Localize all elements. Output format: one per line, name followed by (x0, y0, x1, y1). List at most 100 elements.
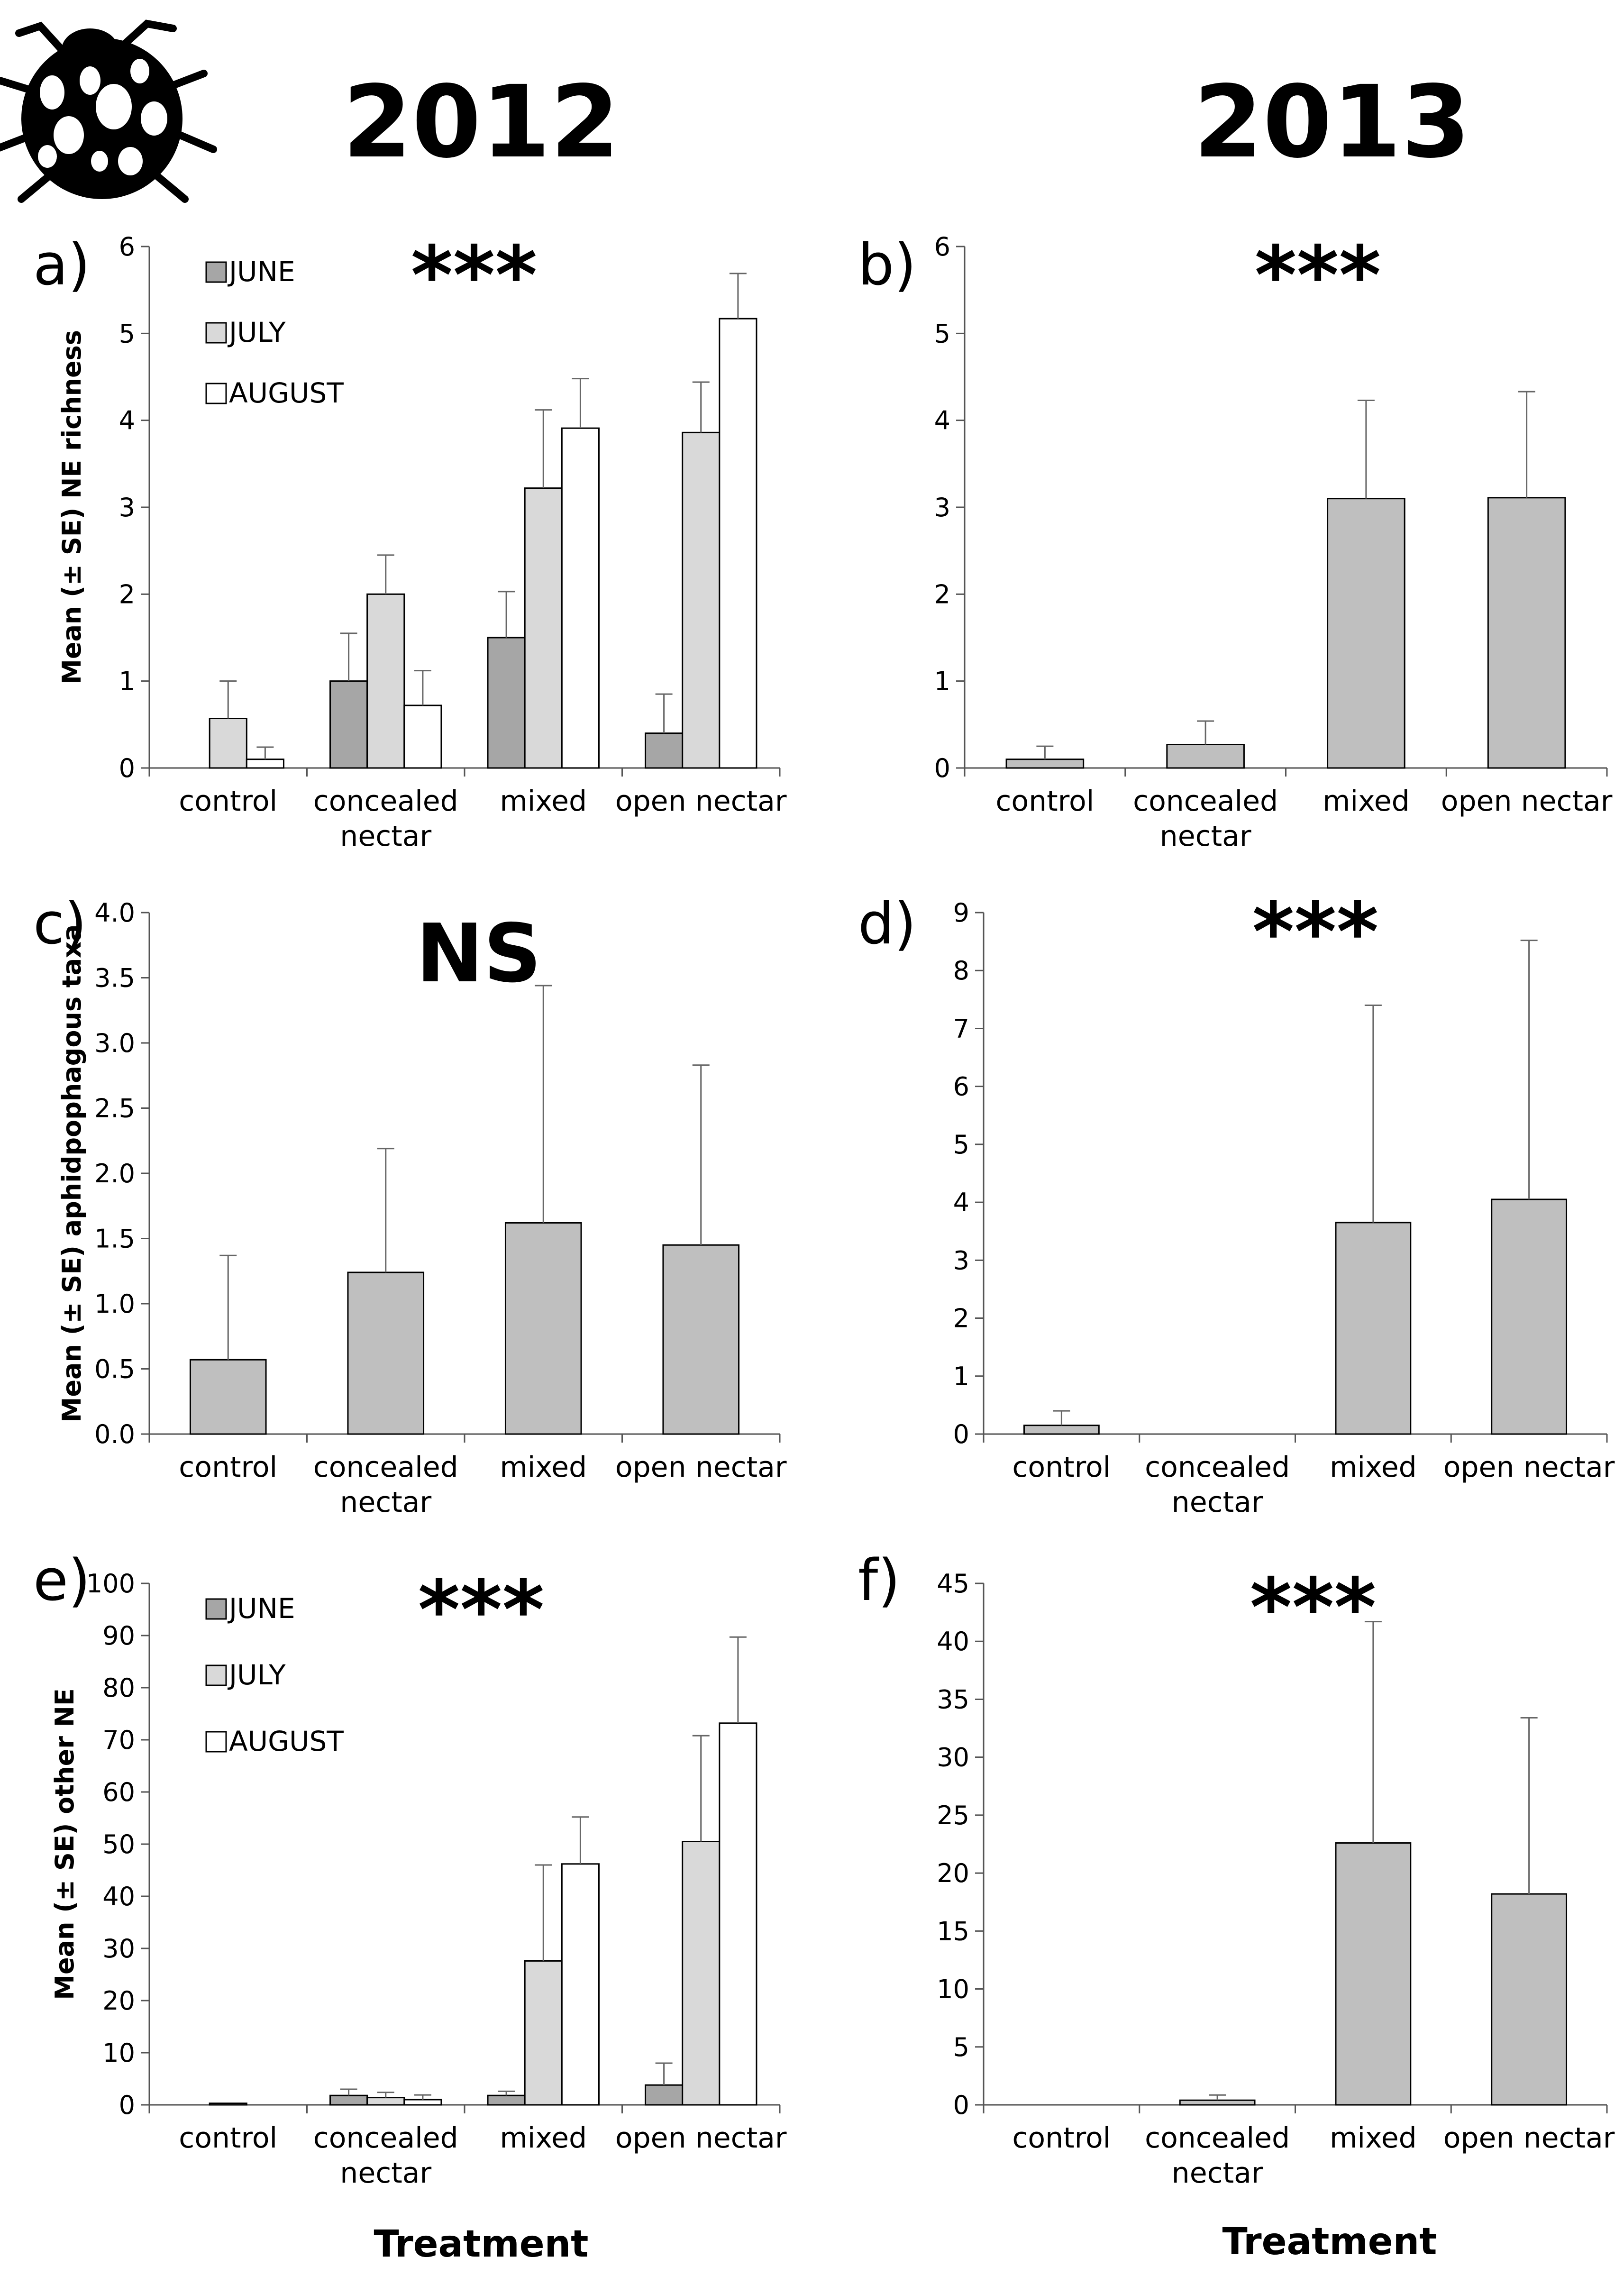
y-tick-label: 35 (937, 1684, 969, 1714)
bar (1491, 1198, 1568, 1435)
legend-swatch (205, 383, 227, 404)
x-tick-label: mixed (500, 1451, 587, 1484)
y-tick-label: 10 (102, 2038, 135, 2068)
y-tick-label: 5 (953, 1130, 969, 1160)
x-tick-label: control (995, 785, 1094, 818)
bar (487, 637, 526, 769)
bar (366, 593, 405, 769)
y-tick-label: 60 (102, 1777, 135, 1807)
bar (403, 704, 442, 769)
x-tick-label: control (1012, 2121, 1111, 2155)
y-tick-label: 3.0 (94, 1028, 135, 1058)
y-tick-label: 50 (102, 1829, 135, 1859)
bar (504, 1222, 582, 1435)
x-tick-label: mixed (1323, 785, 1410, 818)
y-tick-label: 6 (934, 232, 950, 262)
x-tick-label: concealed nectar (1145, 1451, 1290, 1519)
x-tick-label: control (1012, 1451, 1111, 1484)
bar (524, 1960, 563, 2106)
y-tick-label: 45 (937, 1569, 969, 1599)
legend-label: JUNE (228, 256, 295, 288)
panel-label: e) (33, 1548, 91, 1614)
panel-label: a) (33, 232, 90, 298)
significance-label: *** (411, 229, 538, 323)
y-axis-label: Mean (± SE) aphidpophagous taxa (57, 924, 87, 1423)
legend-swatch (205, 1731, 227, 1753)
y-tick-label: 15 (937, 1916, 969, 1946)
legend-label: AUGUST (229, 377, 344, 409)
bar (347, 1271, 425, 1435)
bar (561, 427, 600, 769)
bar (1005, 759, 1085, 769)
y-tick-label: 6 (119, 232, 135, 262)
y-tick-label: 2 (934, 579, 950, 609)
y-tick-label: 4.0 (94, 898, 135, 928)
bar (682, 1841, 721, 2106)
y-tick-label: 5 (934, 319, 950, 348)
y-tick-label: 2 (953, 1304, 969, 1334)
x-tick-label: open nectar (1443, 2121, 1615, 2155)
x-axis-label-right: Treatment (1223, 2221, 1437, 2263)
bar (719, 1722, 757, 2106)
bar (561, 1863, 600, 2106)
y-tick-label: 1.5 (94, 1224, 135, 1254)
y-tick-label: 2 (119, 579, 135, 609)
year-2012-heading: 2012 (343, 64, 620, 180)
bar (329, 2094, 368, 2106)
y-tick-label: 1 (953, 1362, 969, 1391)
bar (209, 2102, 247, 2106)
y-tick-label: 20 (102, 1986, 135, 2016)
x-tick-label: open nectar (615, 785, 787, 818)
bar (209, 718, 247, 769)
ladybird-icon (0, 19, 217, 203)
x-tick-label: mixed (500, 785, 587, 818)
bar (1166, 744, 1245, 769)
significance-label: *** (1250, 1561, 1377, 1655)
y-tick-label: 100 (86, 1569, 135, 1599)
panel-d-chart: d) *** 0 1 2 3 4 5 6 7 8 9 control concealed nectar mix… (858, 886, 1615, 1519)
y-axis-label: Mean (± SE) other NE (50, 1688, 80, 2000)
legend-label: JULY (228, 316, 286, 348)
bar (487, 2094, 526, 2106)
y-tick-label: 40 (102, 1882, 135, 1911)
legend-label: JULY (228, 1659, 286, 1691)
y-tick-label: 0 (119, 2090, 135, 2120)
x-tick-label: concealed nectar (1145, 2121, 1290, 2190)
y-tick-label: 40 (937, 1627, 969, 1656)
panel-label: c) (33, 891, 87, 957)
y-tick-label: 6 (953, 1072, 969, 1102)
y-tick-label: 0.0 (94, 1419, 135, 1449)
y-tick-label: 1 (119, 667, 135, 696)
y-tick-label: 0 (953, 2090, 969, 2120)
significance-label: *** (1255, 229, 1381, 323)
y-tick-label: 4 (953, 1188, 969, 1217)
x-axis-label-left: Treatment (374, 2223, 589, 2266)
y-tick-label: 2.5 (94, 1094, 135, 1124)
bar (662, 1244, 740, 1435)
bar (1327, 498, 1405, 769)
y-tick-label: 3.5 (94, 963, 135, 993)
y-tick-label: 3 (953, 1245, 969, 1275)
x-tick-label: mixed (500, 2121, 587, 2155)
y-tick-label: 80 (102, 1673, 135, 1703)
legend-label: AUGUST (229, 1725, 344, 1757)
y-tick-label: 5 (953, 2032, 969, 2062)
x-tick-label: control (179, 785, 277, 818)
bar (246, 759, 284, 769)
bar (366, 2097, 405, 2106)
y-tick-label: 0 (953, 1419, 969, 1449)
x-tick-label: mixed (1330, 1451, 1417, 1484)
y-axis-label: Mean (± SE) NE richness (57, 330, 87, 685)
significance-label: NS (416, 907, 542, 1001)
y-tick-label: 2.0 (94, 1159, 135, 1188)
bar (329, 680, 368, 769)
y-tick-label: 25 (937, 1801, 969, 1830)
legend-swatch (205, 1664, 227, 1686)
y-tick-label: 7 (953, 1014, 969, 1043)
significance-label: *** (418, 1563, 545, 1657)
bar (1179, 2099, 1256, 2106)
x-tick-label: concealed nectar (313, 785, 458, 853)
legend-swatch (205, 1598, 227, 1620)
